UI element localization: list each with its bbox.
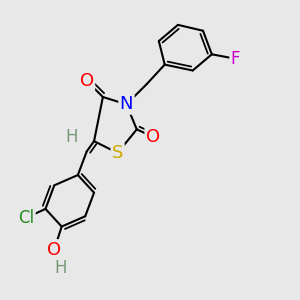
Text: N: N bbox=[120, 95, 133, 113]
Text: O: O bbox=[80, 72, 94, 90]
Text: Cl: Cl bbox=[18, 209, 34, 227]
Text: H: H bbox=[54, 259, 66, 277]
Text: H: H bbox=[66, 128, 78, 146]
Text: O: O bbox=[47, 241, 62, 259]
Text: F: F bbox=[231, 50, 240, 68]
Text: S: S bbox=[112, 144, 123, 162]
Text: O: O bbox=[146, 128, 160, 146]
